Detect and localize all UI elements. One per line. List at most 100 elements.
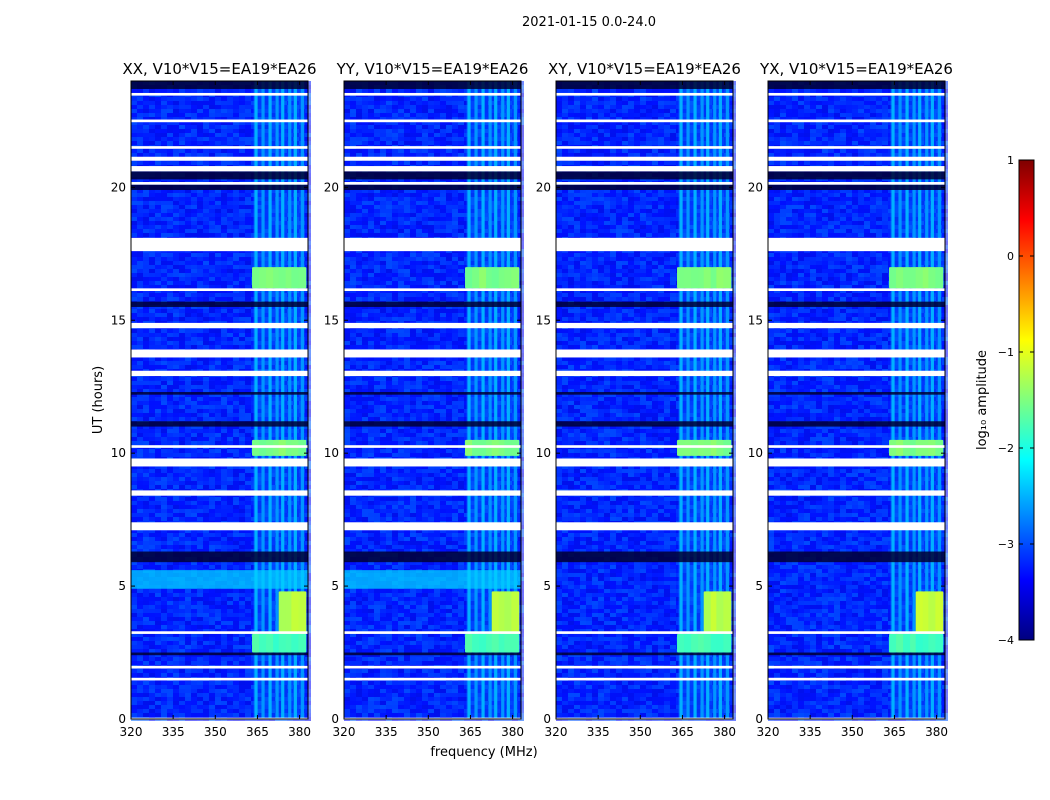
noise-cell (137, 221, 143, 225)
noise-cell (251, 689, 257, 693)
noise-cell (233, 541, 239, 545)
noise-cell (251, 133, 257, 137)
noise-cell (227, 281, 233, 285)
noise-cell (185, 449, 191, 453)
noise-cell (161, 465, 167, 469)
noise-cell (245, 473, 251, 477)
noise-cell (251, 565, 257, 569)
noise-cell (239, 133, 245, 137)
noise-cell (257, 209, 263, 213)
noise-cell (263, 513, 269, 517)
noise-cell (245, 701, 251, 705)
noise-cell (191, 685, 197, 689)
noise-cell (197, 441, 203, 445)
noise-cell (221, 305, 227, 309)
noise-cell (239, 317, 245, 321)
noise-cell (197, 401, 203, 405)
noise-cell (143, 149, 149, 153)
noise-cell (269, 345, 275, 349)
noise-cell (179, 97, 185, 101)
noise-cell (155, 277, 161, 281)
noise-cell (143, 669, 149, 673)
noise-cell (203, 505, 209, 509)
noise-cell (173, 313, 179, 317)
noise-cell (221, 473, 227, 477)
noise-cell (263, 673, 269, 677)
noise-cell (167, 645, 173, 649)
noise-cell (137, 413, 143, 417)
noise-cell (239, 409, 245, 413)
noise-cell (155, 293, 161, 297)
noise-cell (227, 693, 233, 697)
noise-cell (233, 217, 239, 221)
noise-cell (257, 609, 263, 613)
noise-cell (227, 201, 233, 205)
noise-cell (269, 685, 275, 689)
noise-cell (227, 509, 233, 513)
noise-cell (233, 477, 239, 481)
noise-cell (209, 625, 215, 629)
noise-cell (263, 137, 269, 141)
noise-cell (227, 233, 233, 237)
noise-cell (263, 565, 269, 569)
noise-cell (173, 409, 179, 413)
noise-cell (239, 305, 245, 309)
noise-cell (167, 661, 173, 665)
noise-cell (131, 385, 137, 389)
noise-cell (251, 109, 257, 113)
noise-cell (203, 385, 209, 389)
noise-cell (257, 385, 263, 389)
noise-cell (143, 485, 149, 489)
noise-cell (179, 137, 185, 141)
noise-cell (167, 473, 173, 477)
noise-cell (161, 297, 167, 301)
noise-cell (191, 233, 197, 237)
noise-cell (185, 309, 191, 313)
noise-cell (179, 161, 185, 165)
noise-cell (155, 413, 161, 417)
noise-cell (227, 337, 233, 341)
noise-cell (233, 137, 239, 141)
noise-cell (257, 565, 263, 569)
noise-cell (233, 685, 239, 689)
noise-cell (257, 309, 263, 313)
noise-cell (263, 329, 269, 333)
noise-cell (251, 233, 257, 237)
noise-cell (191, 481, 197, 485)
noise-cell (203, 133, 209, 137)
noise-cell (269, 681, 275, 685)
noise-cell (233, 257, 239, 261)
noise-cell (143, 441, 149, 445)
y-tick-label: 20 (111, 180, 126, 194)
noise-cell (185, 281, 191, 285)
noise-cell (143, 101, 149, 105)
noise-cell (197, 425, 203, 429)
noise-cell (149, 257, 155, 261)
noise-cell (185, 565, 191, 569)
noise-cell (185, 669, 191, 673)
noise-cell (137, 341, 143, 345)
noise-cell (179, 713, 185, 717)
noise-cell (155, 517, 161, 521)
noise-cell (239, 201, 245, 205)
noise-cell (221, 681, 227, 685)
noise-cell (185, 317, 191, 321)
noise-cell (215, 377, 221, 381)
noise-cell (263, 125, 269, 129)
noise-cell (227, 273, 233, 277)
noise-cell (179, 121, 185, 125)
noise-cell (191, 565, 197, 569)
noise-cell (155, 257, 161, 261)
noise-cell (239, 549, 245, 553)
noise-cell (131, 673, 137, 677)
noise-cell (221, 709, 227, 713)
noise-cell (233, 505, 239, 509)
noise-cell (185, 297, 191, 301)
noise-cell (458, 89, 464, 93)
noise-cell (137, 257, 143, 261)
noise-cell (221, 257, 227, 261)
noise-cell (179, 293, 185, 297)
noise-cell (251, 405, 257, 409)
noise-cell (197, 273, 203, 277)
noise-cell (137, 201, 143, 205)
